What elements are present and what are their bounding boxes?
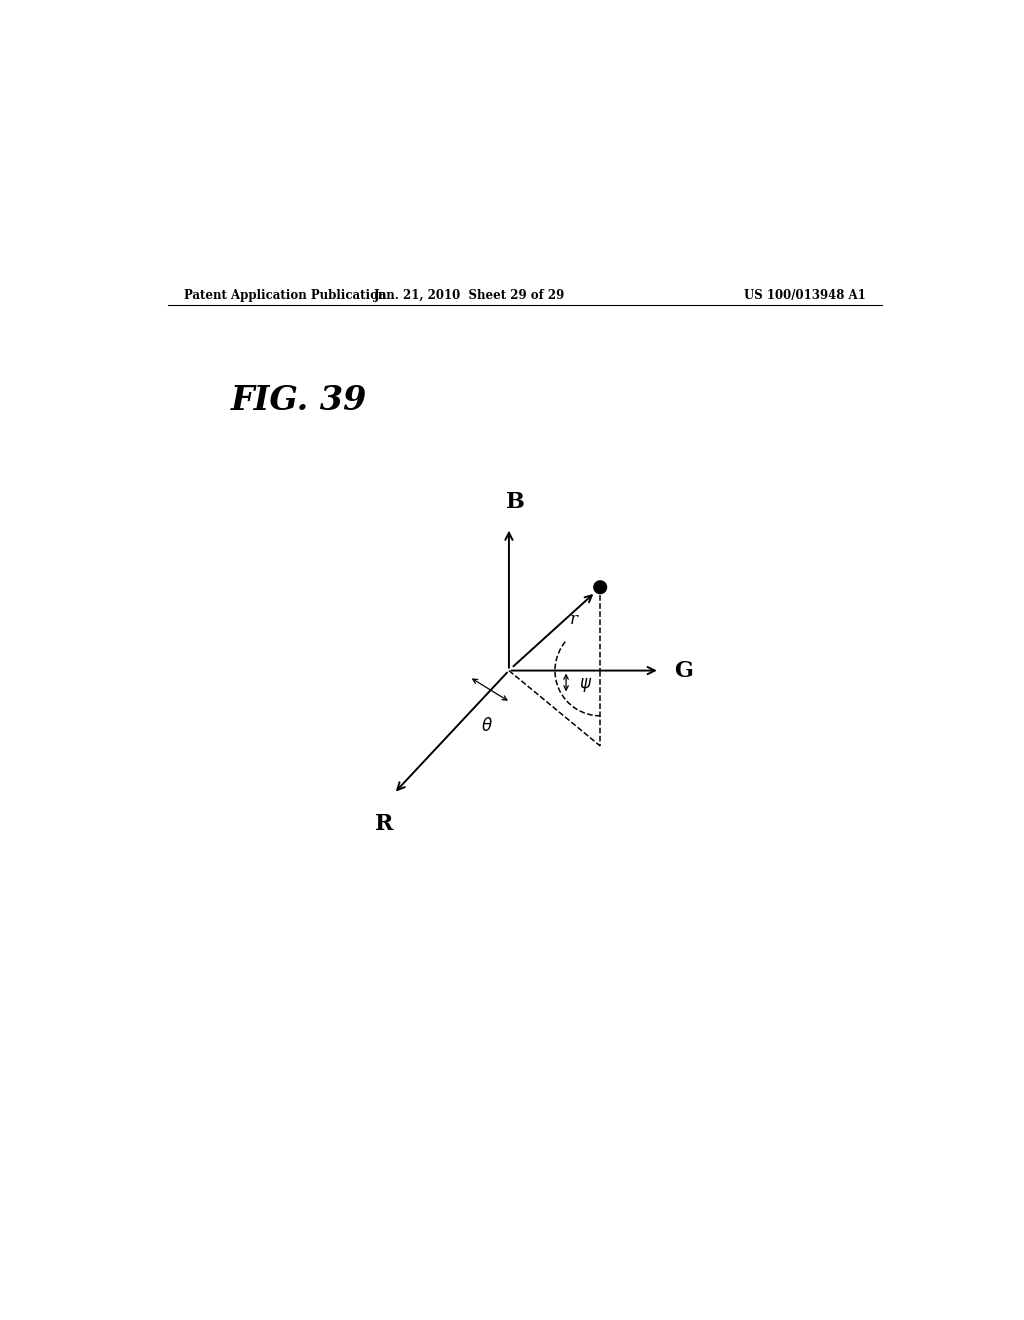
Text: FIG. 39: FIG. 39 — [231, 384, 368, 417]
Text: Jan. 21, 2010  Sheet 29 of 29: Jan. 21, 2010 Sheet 29 of 29 — [374, 289, 565, 302]
Text: Patent Application Publication: Patent Application Publication — [183, 289, 386, 302]
Text: $\psi$: $\psi$ — [579, 676, 592, 694]
Text: B: B — [506, 491, 524, 513]
Text: $\theta$: $\theta$ — [481, 717, 493, 735]
Circle shape — [594, 581, 606, 594]
Text: G: G — [674, 660, 693, 681]
Text: R: R — [375, 813, 393, 836]
Text: r: r — [569, 611, 578, 628]
Text: US 100/013948 A1: US 100/013948 A1 — [744, 289, 866, 302]
